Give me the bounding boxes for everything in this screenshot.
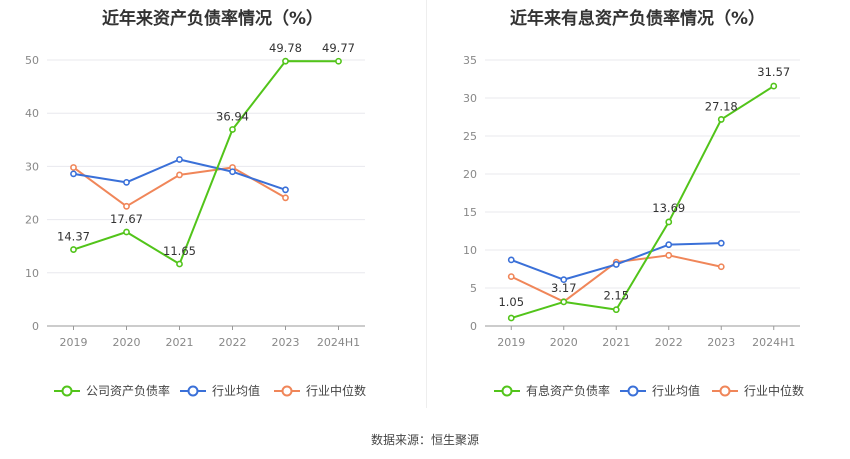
source-value: 恒生聚源 bbox=[431, 433, 480, 447]
x-tick-label: 2021 bbox=[602, 336, 630, 349]
legend-label: 行业均值 bbox=[212, 383, 260, 398]
y-tick-label: 35 bbox=[463, 54, 477, 67]
data-label: 49.78 bbox=[269, 41, 302, 55]
data-point bbox=[717, 116, 725, 123]
data-label: 3.17 bbox=[551, 281, 577, 295]
x-tick-label: 2024H1 bbox=[317, 336, 360, 349]
legend-swatch-marker bbox=[187, 385, 199, 397]
series-line bbox=[510, 85, 775, 319]
data-label: 1.05 bbox=[498, 295, 524, 309]
y-tick-label: 15 bbox=[463, 206, 477, 219]
legend-swatch-marker bbox=[627, 385, 639, 397]
data-point bbox=[612, 306, 620, 314]
series-line bbox=[73, 60, 339, 266]
legend-label: 有息资产负债率 bbox=[526, 383, 610, 398]
y-tick-label: 10 bbox=[463, 244, 477, 257]
y-tick-label: 0 bbox=[470, 320, 477, 333]
data-point bbox=[176, 156, 183, 163]
data-point bbox=[335, 57, 342, 65]
data-label: 27.18 bbox=[705, 99, 738, 113]
debt-ratio-chart: 0 10 20 30 40 50 2019 2020 2021 2022 2023 2024H1 14.… bbox=[25, 41, 366, 398]
data-point bbox=[665, 218, 673, 226]
data-point bbox=[665, 251, 673, 259]
data-source-footer: 数据来源：恒生聚源 bbox=[0, 431, 850, 448]
data-point bbox=[717, 263, 725, 271]
x-tick-label: 2023 bbox=[707, 336, 735, 349]
y-tick-label: 0 bbox=[32, 320, 39, 333]
data-point bbox=[123, 202, 130, 210]
data-point bbox=[70, 170, 77, 178]
legend-swatch-marker bbox=[61, 385, 73, 397]
data-label: 11.65 bbox=[163, 244, 196, 258]
x-tick-label: 2022 bbox=[655, 336, 683, 349]
legend-swatch-marker bbox=[719, 385, 731, 397]
data-point bbox=[176, 260, 183, 268]
legend-swatch-marker bbox=[281, 385, 293, 397]
data-point bbox=[282, 186, 289, 194]
x-tick-label: 2021 bbox=[166, 336, 194, 349]
source-label: 数据来源： bbox=[370, 433, 431, 447]
data-point bbox=[665, 241, 673, 249]
legend-swatch-marker bbox=[501, 385, 513, 397]
y-tick-label: 40 bbox=[25, 107, 39, 120]
x-tick-label: 2020 bbox=[113, 336, 141, 349]
data-point bbox=[123, 228, 130, 236]
x-tick-label: 2019 bbox=[60, 336, 88, 349]
data-point bbox=[770, 82, 778, 90]
data-point bbox=[229, 126, 236, 133]
data-label: 2.15 bbox=[603, 289, 629, 303]
chart-title: 近年来有息资产负债率情况（%） bbox=[509, 9, 766, 29]
legend-label: 行业中位数 bbox=[744, 383, 804, 398]
data-point bbox=[70, 164, 77, 171]
data-label: 49.77 bbox=[322, 41, 355, 55]
debt-ratio-chart-panel: 近年来资产负债率情况（%） 0 10 20 30 40 50 2019 2020 2021 202… bbox=[0, 0, 425, 420]
y-tick-label: 50 bbox=[25, 54, 39, 67]
legend-label: 公司资产负债率 bbox=[86, 383, 170, 398]
data-point bbox=[507, 314, 515, 322]
data-label: 13.69 bbox=[652, 201, 685, 215]
data-label: 36.94 bbox=[216, 109, 249, 123]
data-point bbox=[229, 168, 236, 176]
data-label: 17.67 bbox=[110, 212, 143, 226]
y-tick-label: 30 bbox=[463, 92, 477, 105]
data-point bbox=[612, 261, 620, 268]
data-point bbox=[507, 273, 515, 280]
chart-title: 近年来资产负债率情况（%） bbox=[101, 9, 324, 29]
data-point bbox=[507, 256, 515, 264]
data-point bbox=[70, 246, 77, 253]
y-tick-label: 20 bbox=[463, 168, 477, 181]
legend-label: 行业中位数 bbox=[306, 383, 366, 398]
interest-debt-ratio-chart-panel: 近年来有息资产负债率情况（%） 0 5 10 15 20 25 30 35 2019 2020 20… bbox=[425, 0, 850, 420]
data-point bbox=[282, 57, 289, 65]
data-label: 31.57 bbox=[757, 65, 790, 79]
x-tick-label: 2023 bbox=[272, 336, 300, 349]
interest-debt-ratio-chart: 0 5 10 15 20 25 30 35 2019 2020 2021 2022 2023 2024H1… bbox=[463, 54, 804, 398]
x-tick-label: 2019 bbox=[497, 336, 525, 349]
data-point bbox=[717, 239, 725, 247]
data-point bbox=[282, 194, 289, 202]
data-label: 14.37 bbox=[57, 230, 90, 244]
y-tick-label: 10 bbox=[25, 267, 39, 280]
x-tick-label: 2024H1 bbox=[752, 336, 795, 349]
data-point bbox=[560, 298, 568, 306]
legend-label: 行业均值 bbox=[652, 383, 700, 398]
x-tick-label: 2020 bbox=[550, 336, 578, 349]
data-point bbox=[123, 178, 130, 186]
data-point bbox=[176, 171, 183, 179]
y-tick-label: 30 bbox=[25, 160, 39, 173]
data-point bbox=[560, 276, 568, 284]
y-tick-label: 25 bbox=[463, 130, 477, 143]
panel-divider bbox=[426, 0, 427, 408]
x-tick-label: 2022 bbox=[219, 336, 247, 349]
y-tick-label: 20 bbox=[25, 214, 39, 227]
y-tick-label: 5 bbox=[470, 282, 477, 295]
